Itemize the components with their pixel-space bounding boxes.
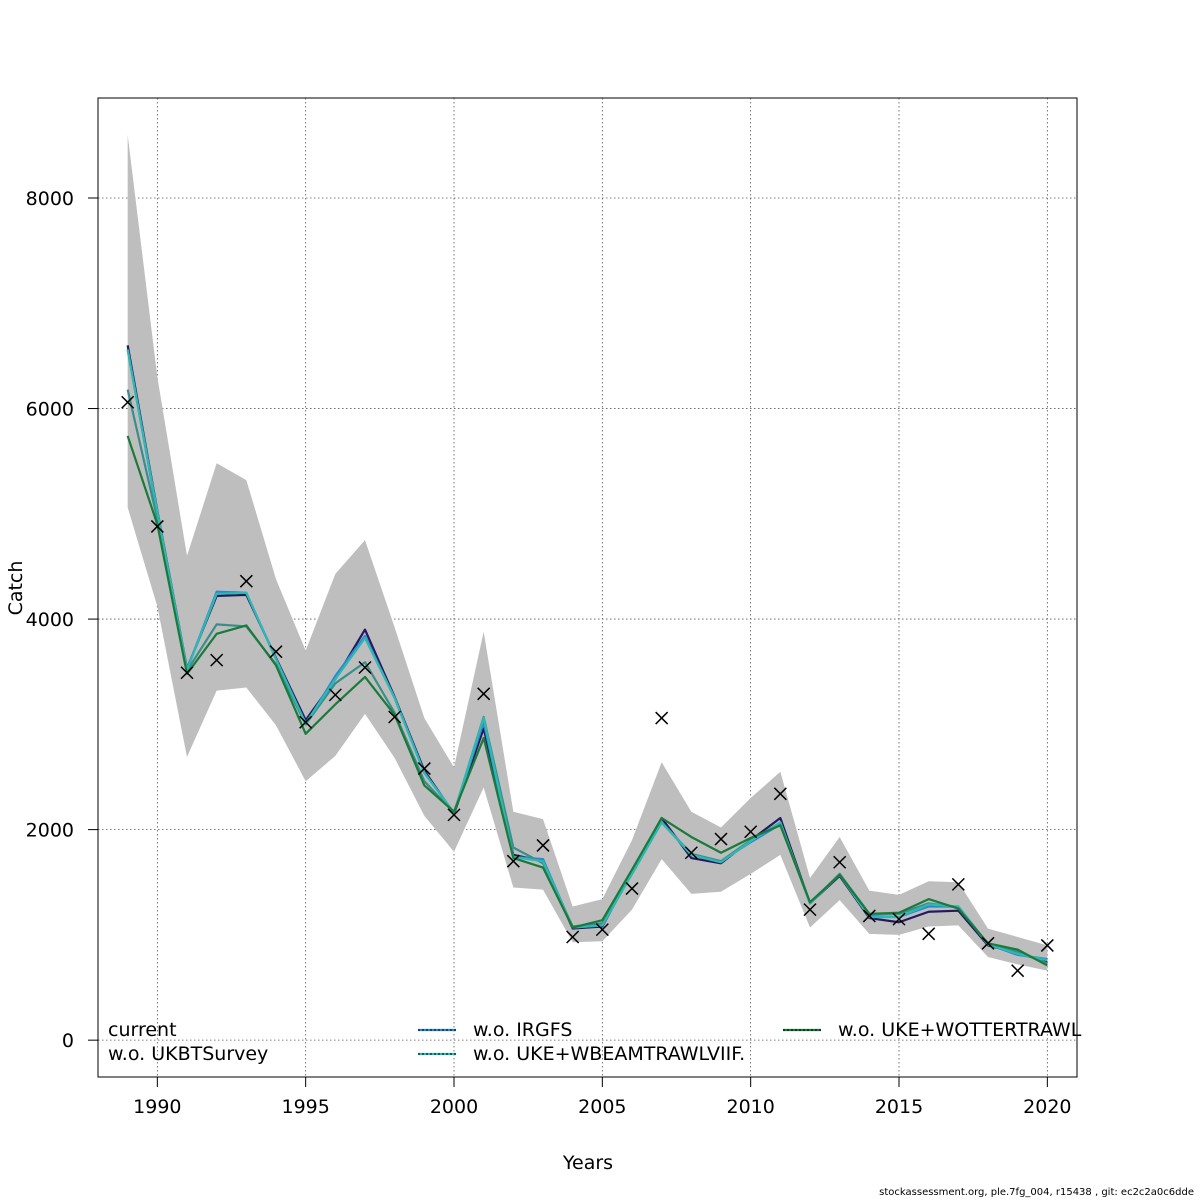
observed-point — [477, 687, 491, 701]
x-tick-label: 1990 — [133, 1096, 181, 1118]
y-tick-label: 4000 — [26, 609, 74, 631]
observed-point — [655, 711, 669, 725]
grid-lines — [98, 98, 1077, 1077]
x-tick-label: 2015 — [875, 1096, 923, 1118]
legend-label: current — [108, 1019, 177, 1041]
series-line — [126, 435, 1048, 967]
observed-point — [388, 710, 402, 724]
observed-point — [417, 762, 431, 776]
confidence-band-area — [127, 134, 1048, 971]
observed-point — [862, 909, 876, 923]
observed-point — [536, 838, 550, 852]
y-tick-label: 0 — [62, 1030, 74, 1052]
footer-credit: stockassessment.org, ple.7fg_004, r15438… — [879, 1187, 1194, 1198]
observed-point — [358, 660, 372, 675]
observed-point — [981, 936, 995, 950]
observed-point — [1040, 938, 1054, 952]
observed-point — [595, 923, 609, 937]
observed-point — [447, 808, 461, 822]
observed-point — [328, 688, 342, 702]
observed-points — [121, 395, 1054, 978]
legend-label: w.o. IRGFS — [473, 1019, 572, 1041]
series-lines — [126, 345, 1048, 967]
observed-point — [299, 715, 313, 729]
x-tick-label: 2010 — [726, 1096, 774, 1118]
observed-point — [1011, 964, 1025, 978]
observed-point — [180, 666, 194, 680]
x-tick-label: 2000 — [430, 1096, 478, 1118]
observed-point — [239, 574, 253, 588]
observed-point — [833, 855, 847, 869]
x-tick-label: 2020 — [1023, 1096, 1071, 1118]
x-tick-label: 2005 — [578, 1096, 626, 1118]
y-tick-label: 8000 — [26, 188, 74, 210]
observed-point — [150, 519, 164, 533]
observed-point — [566, 930, 580, 944]
observed-point — [892, 912, 906, 926]
observed-point — [922, 927, 936, 941]
observed-point — [506, 854, 520, 868]
plot-frame — [97, 97, 1078, 1078]
observed-point — [121, 395, 135, 409]
observed-point — [625, 882, 639, 896]
legend-label: w.o. UKBTSurvey — [108, 1043, 268, 1065]
series-line — [126, 349, 1048, 962]
observed-point — [773, 787, 787, 801]
observed-point — [951, 877, 965, 891]
axes: 1990 1995 2000 2005 2010 2015 2020 0 2000 4000 600… — [26, 188, 1072, 1118]
observed-point — [714, 832, 728, 846]
y-tick-label: 6000 — [26, 399, 74, 421]
observed-point — [803, 903, 817, 917]
observed-point — [744, 825, 758, 839]
legend-label: w.o. UKE+WOTTERTRAWL — [838, 1019, 1082, 1041]
legend-label: w.o. UKE+WBEAMTRAWLVIIF. — [473, 1043, 745, 1065]
x-axis-label: Years — [562, 1152, 613, 1174]
x-tick-label: 1995 — [281, 1096, 329, 1118]
y-axis-label: Catch — [5, 561, 27, 616]
confidence-band — [127, 134, 1048, 971]
observed-point — [684, 846, 698, 860]
observed-point — [210, 653, 224, 667]
y-tick-label: 2000 — [26, 820, 74, 842]
observed-point — [269, 645, 283, 659]
